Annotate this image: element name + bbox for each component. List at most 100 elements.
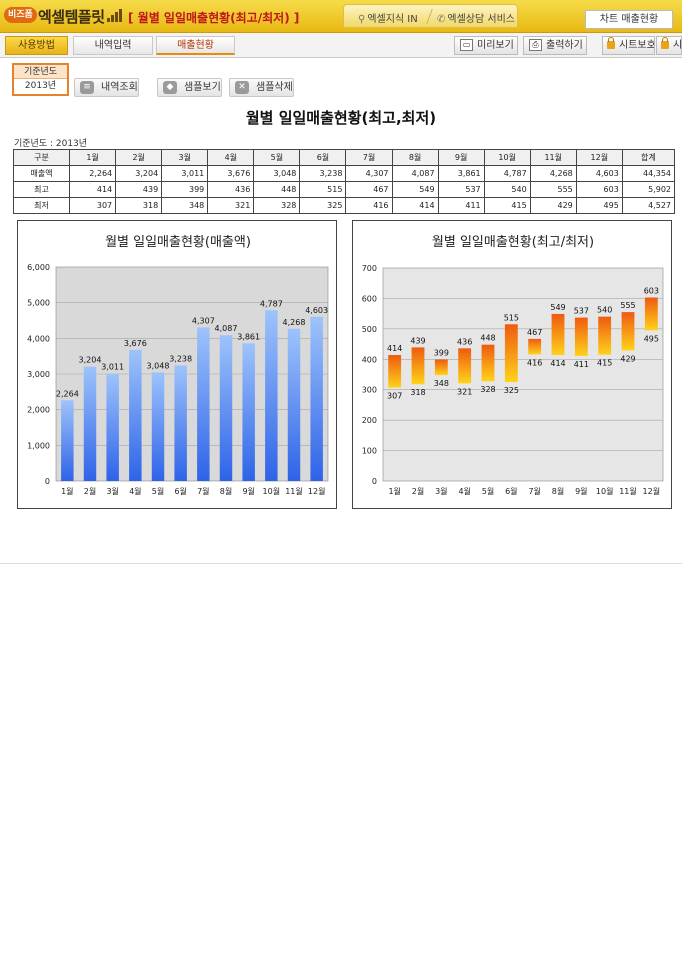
tab-entry-input[interactable]: 내역입력 — [73, 36, 153, 55]
high-value-label: 467 — [527, 328, 542, 337]
sheet-protect-button[interactable]: 시트보호 — [602, 36, 655, 55]
lock-icon — [661, 37, 669, 49]
base-year-input[interactable]: 2013년 — [24, 81, 57, 91]
pin-icon: ⚲ — [358, 14, 366, 25]
sales-bar — [106, 373, 119, 481]
table-cell[interactable]: 495 — [575, 197, 623, 214]
table-cell[interactable]: 4,787 — [483, 165, 531, 182]
table-cell[interactable]: 321 — [207, 197, 255, 214]
excel-knowledge-link[interactable]: ⚲ 엑셀지식 IN — [358, 14, 418, 25]
high-value-label: 549 — [550, 303, 565, 312]
table-cell[interactable]: 429 — [529, 197, 577, 214]
table-cell[interactable]: 3,238 — [299, 165, 347, 182]
table-cell[interactable]: 414 — [391, 197, 439, 214]
table-cell[interactable]: 448 — [253, 181, 301, 198]
table-cell[interactable]: 4,307 — [345, 165, 393, 182]
table-cell[interactable]: 328 — [253, 197, 301, 214]
table-cell[interactable]: 515 — [299, 181, 347, 198]
bar-value-label: 4,307 — [192, 316, 215, 325]
tab-usage[interactable]: 사용방법 — [5, 36, 68, 55]
high-low-bar — [621, 312, 635, 351]
bar-value-label: 3,861 — [237, 332, 260, 341]
table-cell[interactable]: 399 — [161, 181, 209, 198]
base-year-label: 기준년도 — [14, 65, 67, 79]
sheet-unprotect-button[interactable]: 시트 — [656, 36, 682, 55]
sales-bar — [219, 335, 233, 481]
delete-sample-button[interactable]: ✕ 샘플삭제 — [229, 78, 294, 97]
high-value-label: 414 — [387, 344, 402, 353]
excel-consult-link[interactable]: ✆ 엑셀상담 서비스 — [437, 14, 515, 25]
column-header: 2월 — [115, 149, 163, 166]
high-low-bar — [458, 348, 472, 384]
table-cell[interactable]: 3,204 — [115, 165, 163, 182]
x-tick-label: 9월 — [242, 486, 254, 496]
low-value-label: 348 — [434, 379, 449, 388]
sales-table: 구분 1월 2월 3월 4월 5월 6월 7월 8월 9월 10월 11월 12월 합계 매출액 2,264… — [12, 149, 676, 214]
sales-bar — [197, 327, 210, 481]
view-history-button[interactable]: ≡ 내역조회 — [74, 78, 139, 97]
phone-icon: ✆ — [437, 14, 446, 25]
row-total-cell[interactable]: 5,902 — [621, 181, 676, 198]
high-low-bar — [388, 355, 402, 388]
x-tick-label: 3월 — [106, 486, 118, 496]
preview-button[interactable]: ▭ 미리보기 — [454, 36, 518, 55]
table-cell[interactable]: 307 — [69, 197, 117, 214]
table-cell[interactable]: 3,861 — [437, 165, 485, 182]
x-tick-label: 6월 — [174, 486, 186, 496]
table-cell[interactable]: 3,011 — [161, 165, 209, 182]
table-cell[interactable]: 4,087 — [391, 165, 439, 182]
high-low-bar — [504, 324, 518, 383]
bar-value-label: 3,676 — [124, 339, 147, 348]
x-tick-label: 9월 — [575, 486, 587, 496]
column-header: 4월 — [207, 149, 255, 166]
table-cell[interactable]: 411 — [437, 197, 485, 214]
table-cell[interactable]: 549 — [391, 181, 439, 198]
y-tick-label: 3,000 — [27, 370, 50, 379]
bar-graph-logo-icon — [107, 9, 123, 22]
x-tick-label: 5월 — [152, 486, 164, 496]
table-cell[interactable]: 325 — [299, 197, 347, 214]
y-tick-label: 100 — [362, 447, 377, 456]
table-cell[interactable]: 4,603 — [575, 165, 623, 182]
sales-bar — [310, 316, 323, 481]
table-cell[interactable]: 537 — [437, 181, 485, 198]
print-button[interactable]: ⎙ 출력하기 — [523, 36, 587, 55]
x-tick-label: 10월 — [263, 486, 281, 496]
sales-chart-frame: 월별 일일매출현황(매출액) 0 1,000 2,000 3,000 4,000 5,00… — [17, 220, 337, 509]
low-value-label: 411 — [574, 360, 589, 369]
x-tick-label: 7월 — [528, 486, 540, 496]
table-cell[interactable]: 348 — [161, 197, 209, 214]
column-header: 12월 — [575, 149, 623, 166]
row-label: 최저 — [12, 197, 71, 214]
bar-value-label: 3,204 — [79, 356, 102, 365]
x-tick-label: 4월 — [129, 486, 141, 496]
table-cell[interactable]: 414 — [69, 181, 117, 198]
lock-icon — [607, 37, 615, 49]
y-tick-label: 6,000 — [27, 263, 50, 272]
row-total-cell[interactable]: 4,527 — [621, 197, 676, 214]
y-tick-label: 2,000 — [27, 406, 50, 415]
low-value-label: 416 — [527, 358, 542, 367]
table-cell[interactable]: 4,268 — [529, 165, 577, 182]
table-cell[interactable]: 2,264 — [69, 165, 117, 182]
table-cell[interactable]: 3,048 — [253, 165, 301, 182]
table-cell[interactable]: 416 — [345, 197, 393, 214]
view-sample-button[interactable]: ◆ 샘플보기 — [157, 78, 222, 97]
sales-bar — [287, 328, 301, 481]
sales-bar — [83, 366, 97, 481]
y-tick-label: 0 — [45, 477, 50, 486]
table-cell[interactable]: 467 — [345, 181, 393, 198]
table-cell[interactable]: 540 — [483, 181, 531, 198]
table-cell[interactable]: 603 — [575, 181, 623, 198]
table-cell[interactable]: 3,676 — [207, 165, 255, 182]
table-cell[interactable]: 439 — [115, 181, 163, 198]
row-total-cell[interactable]: 44,354 — [621, 165, 676, 182]
table-cell[interactable]: 555 — [529, 181, 577, 198]
table-cell[interactable]: 415 — [483, 197, 531, 214]
chart-sales-tab[interactable]: 차트 매출현황 — [585, 10, 673, 29]
table-cell[interactable]: 318 — [115, 197, 163, 214]
table-cell[interactable]: 436 — [207, 181, 255, 198]
tab-sales-status[interactable]: 매출현황 — [156, 36, 235, 55]
list-icon: ≡ — [80, 81, 94, 94]
bar-value-label: 4,087 — [215, 324, 238, 333]
